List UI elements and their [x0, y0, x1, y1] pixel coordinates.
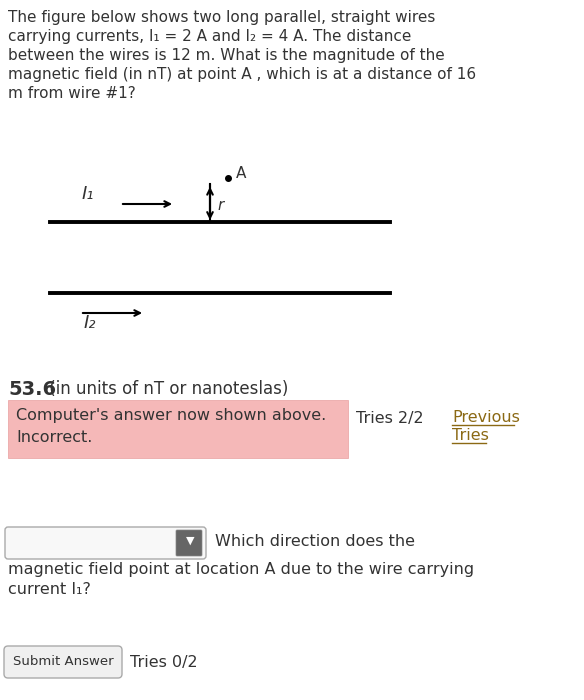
Text: The figure below shows two long parallel, straight wires: The figure below shows two long parallel…: [8, 10, 436, 25]
Text: between the wires is 12 m. What is the magnitude of the: between the wires is 12 m. What is the m…: [8, 48, 445, 63]
Text: Which direction does the: Which direction does the: [215, 534, 415, 549]
Text: ▼: ▼: [186, 536, 194, 546]
Text: current I₁?: current I₁?: [8, 582, 91, 597]
Text: Tries: Tries: [452, 428, 489, 443]
Text: A: A: [236, 165, 246, 181]
FancyBboxPatch shape: [176, 530, 202, 556]
Text: Tries 2/2: Tries 2/2: [356, 410, 423, 426]
Text: magnetic field (in nT) at point A , which is at a distance of 16: magnetic field (in nT) at point A , whic…: [8, 67, 476, 82]
Text: carrying currents, I₁ = 2 A and I₂ = 4 A. The distance: carrying currents, I₁ = 2 A and I₂ = 4 A…: [8, 29, 411, 44]
FancyBboxPatch shape: [4, 646, 122, 678]
Text: Submit Answer: Submit Answer: [13, 655, 113, 668]
Text: Previous: Previous: [452, 410, 520, 425]
Text: r: r: [217, 197, 223, 213]
Text: Computer's answer now shown above.: Computer's answer now shown above.: [16, 408, 326, 423]
FancyBboxPatch shape: [5, 527, 206, 559]
Text: 53.6: 53.6: [8, 380, 56, 399]
Text: (in units of nT or nanoteslas): (in units of nT or nanoteslas): [44, 380, 288, 398]
Text: magnetic field point at location A due to the wire carrying: magnetic field point at location A due t…: [8, 562, 474, 577]
Text: I₁: I₁: [82, 185, 94, 203]
FancyBboxPatch shape: [8, 400, 348, 458]
Text: I₂: I₂: [84, 314, 96, 332]
Text: m from wire #1?: m from wire #1?: [8, 86, 135, 101]
Text: Tries 0/2: Tries 0/2: [130, 655, 197, 670]
Text: Incorrect.: Incorrect.: [16, 430, 92, 445]
